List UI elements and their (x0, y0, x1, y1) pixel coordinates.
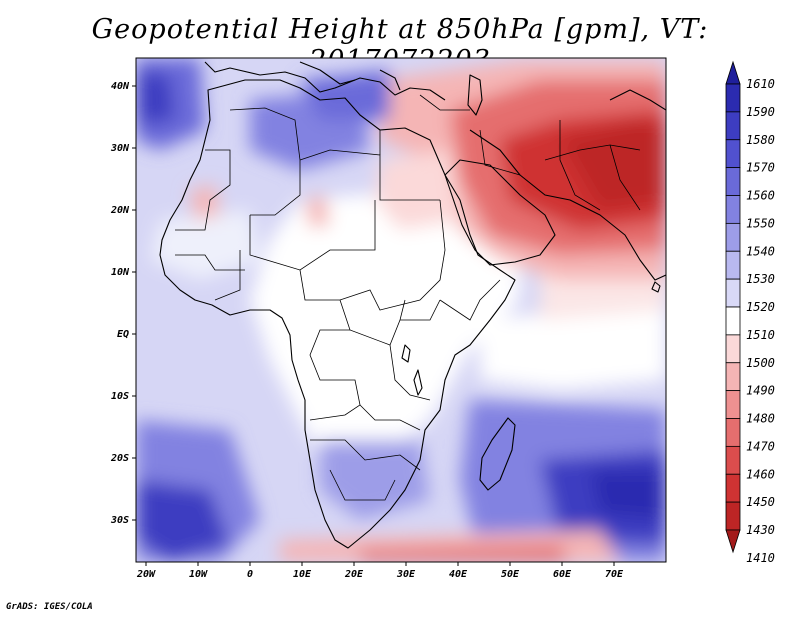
lat-label-30n: 30N (110, 143, 130, 154)
colorbar-label: 1510 (746, 328, 775, 342)
colorbar-segment (725, 250, 741, 280)
lon-label-70e: 70E (605, 569, 624, 580)
lon-label-10e: 10E (293, 569, 312, 580)
colorbar-segment (725, 306, 741, 336)
colorbar-label: 1530 (746, 272, 775, 286)
colorbar-segment (725, 111, 741, 141)
colorbar-label: 1450 (746, 495, 775, 509)
lat-label-20n: 20N (110, 205, 130, 216)
lat-label-20s: 20S (110, 453, 129, 464)
colorbar-segment (725, 501, 741, 531)
lon-label-40e: 40E (449, 569, 468, 580)
colorbar-label: 1480 (746, 412, 775, 426)
colorbar-segment (725, 362, 741, 392)
lat-label-10s: 10S (111, 391, 129, 402)
colorbar-label: 1520 (746, 300, 775, 314)
country-borders (175, 94, 641, 501)
colorbar-segment (725, 334, 741, 364)
colorbar-label: 1460 (746, 467, 775, 481)
longitude-axis: 20W 10W 0 10E 20E 30E 40E 50E 60E 70E (136, 562, 624, 580)
colorbar-label: 1550 (746, 216, 775, 230)
lon-label-10w: 10W (189, 569, 208, 580)
colorbar-label: 1610 (746, 77, 775, 91)
colorbar-label: 1470 (746, 439, 775, 453)
colorbar-segment (725, 390, 741, 419)
colorbar-label: 1490 (746, 384, 775, 398)
grads-credit: GrADS: IGES/COLA (6, 602, 93, 612)
colorbar-segment (725, 139, 741, 169)
colorbar-label: 1560 (746, 189, 775, 203)
colorbar-segment (725, 83, 741, 113)
lon-label-20e: 20E (344, 569, 364, 580)
lat-label-eq: EQ (117, 329, 129, 340)
latitude-axis: 40N 30N 20N 10N EQ 10S 20S 30S (110, 81, 136, 526)
colorbar-label: 1590 (746, 105, 775, 119)
colorbar-segment (725, 167, 741, 196)
colorbar-label: 1580 (746, 133, 775, 147)
lon-label-60e: 60E (553, 569, 572, 580)
colorbar-label: 1540 (746, 244, 775, 258)
plot-frame (135, 57, 667, 563)
height-field (136, 58, 666, 562)
colorbar-top-arrow (725, 60, 741, 85)
lon-label-50e: 50E (501, 569, 520, 580)
colorbar-segment (725, 278, 741, 308)
lat-label-30s: 30S (110, 515, 129, 526)
colorbar-segment (725, 418, 741, 447)
lat-label-10n: 10N (111, 267, 130, 278)
lon-label-30e: 30E (396, 569, 416, 580)
lon-label-20w: 20W (136, 569, 156, 580)
colorbar-segment (725, 195, 741, 224)
colorbar-label: 1430 (746, 523, 775, 537)
colorbar: 1610 1590 1580 1570 1560 1550 1540 1530 1520 1510… (725, 60, 775, 565)
colorbar-label: 1570 (746, 161, 775, 175)
colorbar-segment (725, 445, 741, 475)
lon-label-0: 0 (247, 569, 253, 580)
plot-area (136, 58, 666, 562)
colorbar-label: 1410 (746, 551, 775, 565)
colorbar-segment (725, 473, 741, 503)
lat-label-40n: 40N (111, 81, 130, 92)
colorbar-bottom-arrow (725, 529, 741, 554)
colorbar-label: 1500 (746, 356, 775, 370)
colorbar-segment (725, 222, 741, 252)
